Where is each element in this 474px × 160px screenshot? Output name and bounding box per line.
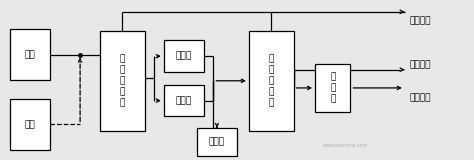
Bar bbox=[10, 99, 50, 150]
Text: www.elecfans.com: www.elecfans.com bbox=[323, 143, 368, 148]
Text: 通信负载: 通信负载 bbox=[410, 60, 431, 69]
Bar bbox=[197, 128, 237, 156]
Bar bbox=[315, 64, 350, 112]
Bar bbox=[249, 31, 294, 131]
Text: 整流器: 整流器 bbox=[176, 52, 192, 61]
Bar bbox=[100, 31, 145, 131]
Bar bbox=[164, 40, 204, 72]
Text: 交
流
配
电
屏: 交 流 配 电 屏 bbox=[120, 54, 125, 108]
Text: 整流器: 整流器 bbox=[176, 96, 192, 105]
Text: 交流负载: 交流负载 bbox=[410, 16, 431, 25]
Text: 其他负载: 其他负载 bbox=[410, 94, 431, 103]
Text: 变
换
器: 变 换 器 bbox=[330, 72, 336, 104]
Text: 市电: 市电 bbox=[25, 50, 36, 59]
Text: 油机: 油机 bbox=[25, 120, 36, 129]
Text: 直
流
配
电
屏: 直 流 配 电 屏 bbox=[269, 54, 274, 108]
Bar bbox=[10, 29, 50, 80]
Text: 蓄电池: 蓄电池 bbox=[209, 137, 225, 146]
Bar bbox=[164, 85, 204, 116]
